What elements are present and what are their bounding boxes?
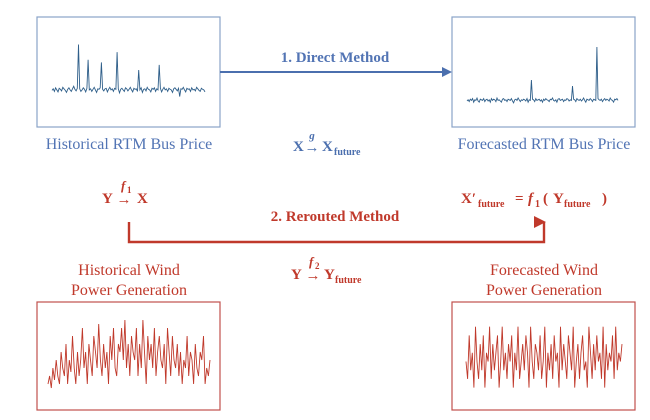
direct-formula-lhs: X xyxy=(293,139,304,155)
fore-price-caption: Forecasted RTM Bus Price xyxy=(458,136,631,153)
middle-formula-rhs-sub: future xyxy=(335,275,362,286)
rerouted-method-arrow xyxy=(127,216,546,244)
middle-formula-lhs: Y xyxy=(291,267,302,283)
left-formula-lhs: Y xyxy=(102,191,113,207)
middle-formula-rhs: Y xyxy=(324,267,335,283)
right-formula-open: ( xyxy=(543,191,548,207)
fore-wind-caption-line1: Forecasted Wind xyxy=(490,262,598,279)
right-formula-lhs-sub: future xyxy=(478,199,505,210)
fore-price-series xyxy=(466,46,619,104)
direct-formula-rhs: X xyxy=(322,139,333,155)
left-formula-rhs: X xyxy=(137,191,148,207)
direct-formula-arrow: → xyxy=(305,140,320,156)
middle-formula-fn-sub: 2 xyxy=(315,261,320,271)
rerouted-left-formula: Y f 1 f → X xyxy=(102,178,148,208)
fore-wind-series xyxy=(465,326,623,388)
hist-price-series xyxy=(51,44,206,97)
left-formula-fn-sub: 1 xyxy=(127,185,132,195)
right-formula-fn: f xyxy=(528,191,535,207)
middle-formula-fn: f xyxy=(309,254,315,269)
hist-wind-caption-line1: Historical Wind xyxy=(78,262,180,279)
rerouted-middle-formula: Y f 2 → Y future xyxy=(291,254,362,286)
rerouted-right-formula: X′ future = f 1 ( Y future ) xyxy=(461,191,607,210)
direct-method-label: 1. Direct Method xyxy=(281,50,390,66)
right-formula-close: ) xyxy=(602,191,607,207)
direct-formula-rhs-sub: future xyxy=(334,147,361,158)
fore-price-box xyxy=(451,16,636,128)
rerouted-method-label: 2. Rerouted Method xyxy=(271,209,400,225)
hist-wind-caption-line2: Power Generation xyxy=(71,282,187,299)
right-formula-lhs: X′ xyxy=(461,191,476,207)
right-formula-fn-sub: 1 xyxy=(535,199,540,210)
direct-formula-fn: g xyxy=(308,130,315,142)
hist-price-caption: Historical RTM Bus Price xyxy=(46,136,213,153)
left-formula-fn: f xyxy=(121,178,127,193)
middle-formula-arrow: → xyxy=(306,268,321,284)
right-formula-arg: Y xyxy=(553,191,564,207)
right-formula-eq: = xyxy=(515,191,524,207)
direct-formula: X g → X future xyxy=(293,130,361,158)
hist-price-box xyxy=(36,16,221,128)
right-formula-arg-sub: future xyxy=(564,199,591,210)
hist-wind-series xyxy=(47,319,211,389)
left-formula-arrow-glyph: → xyxy=(117,192,132,208)
fore-wind-caption-line2: Power Generation xyxy=(486,282,602,299)
